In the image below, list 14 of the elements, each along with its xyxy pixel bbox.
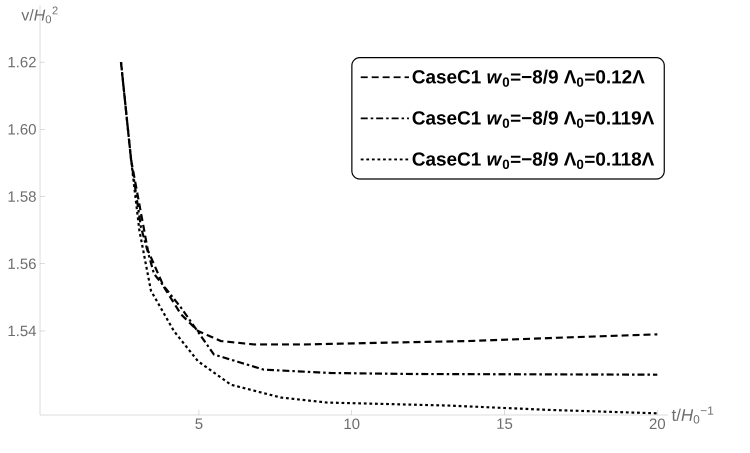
legend-label: CaseC1 w$_{0}$=−8/9 Λ$_{0}$=0.119Λ <box>412 110 654 128</box>
x-tick-label: 15 <box>497 418 512 429</box>
y-tick-label: 1.60 <box>8 124 36 135</box>
x-tick-label: 5 <box>195 418 202 429</box>
x-axis-title: t/H$_{0}$−1 <box>672 406 714 424</box>
y-tick-label: 1.56 <box>8 258 36 270</box>
x-tick-label: 20 <box>650 418 666 430</box>
x-tick-label: 10 <box>344 418 360 430</box>
y-tick-label: 1.62 <box>8 56 36 68</box>
y-tick-label: 1.58 <box>8 191 36 202</box>
y-tick-label: 1.54 <box>8 326 36 336</box>
legend-label: CaseC1 w$_{0}$=−8/9 Λ$_{0}$=0.12Λ <box>412 70 645 87</box>
legend-label: CaseC1 w$_{0}$=−8/9 Λ$_{0}$=0.118Λ <box>412 152 654 170</box>
y-axis-title: v/H$_{0}$2 <box>21 6 58 24</box>
